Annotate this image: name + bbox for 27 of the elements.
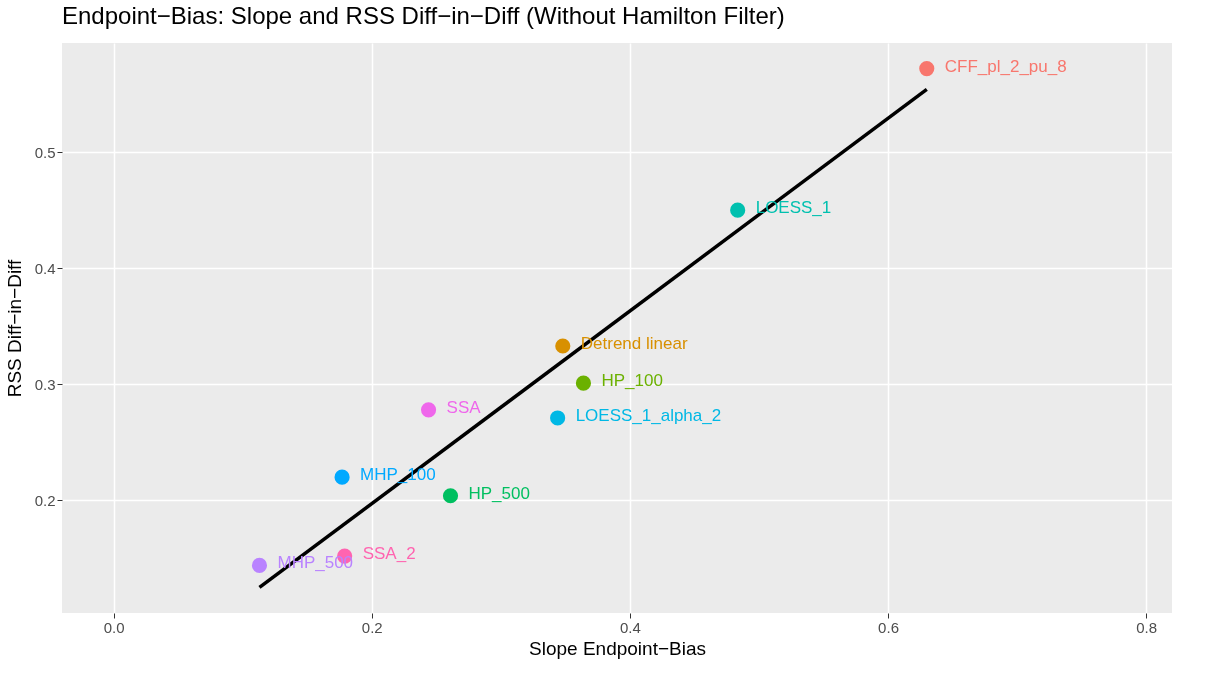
x-tick-label: 0.4 <box>619 618 641 636</box>
chart-title: Endpoint−Bias: Slope and RSS Diff−in−Diff (Without Hamilton Filter) <box>62 2 785 29</box>
series-label: HP_500 <box>468 483 530 503</box>
series-label: CFF_pl_2_pu_8 <box>944 56 1067 76</box>
y-tick-label: 0.3 <box>34 375 56 393</box>
x-axis-title: Slope Endpoint−Bias <box>529 637 706 659</box>
point <box>575 375 592 391</box>
y-axis-title: RSS Diff−in−Diff <box>3 258 25 398</box>
x-tick-label: 0.2 <box>361 618 383 636</box>
point <box>442 488 459 504</box>
point <box>420 402 437 418</box>
x-tick-label: 0.0 <box>103 618 125 636</box>
series-label: HP_100 <box>601 371 663 391</box>
x-tick-label: 0.6 <box>878 618 899 636</box>
point <box>919 60 935 77</box>
y-tick-label: 0.5 <box>34 143 56 161</box>
y-tick-label: 0.4 <box>34 259 56 277</box>
x-tick-label: 0.8 <box>1136 618 1158 636</box>
point <box>730 202 746 218</box>
y-tick-label: 0.2 <box>34 491 56 509</box>
point <box>251 557 268 573</box>
series-label: SSA <box>446 397 482 417</box>
series-label: LOESS_1_alpha_2 <box>575 405 722 425</box>
point <box>550 410 566 426</box>
series-label: SSA_2 <box>362 544 416 564</box>
point <box>555 338 571 354</box>
point <box>334 469 350 485</box>
